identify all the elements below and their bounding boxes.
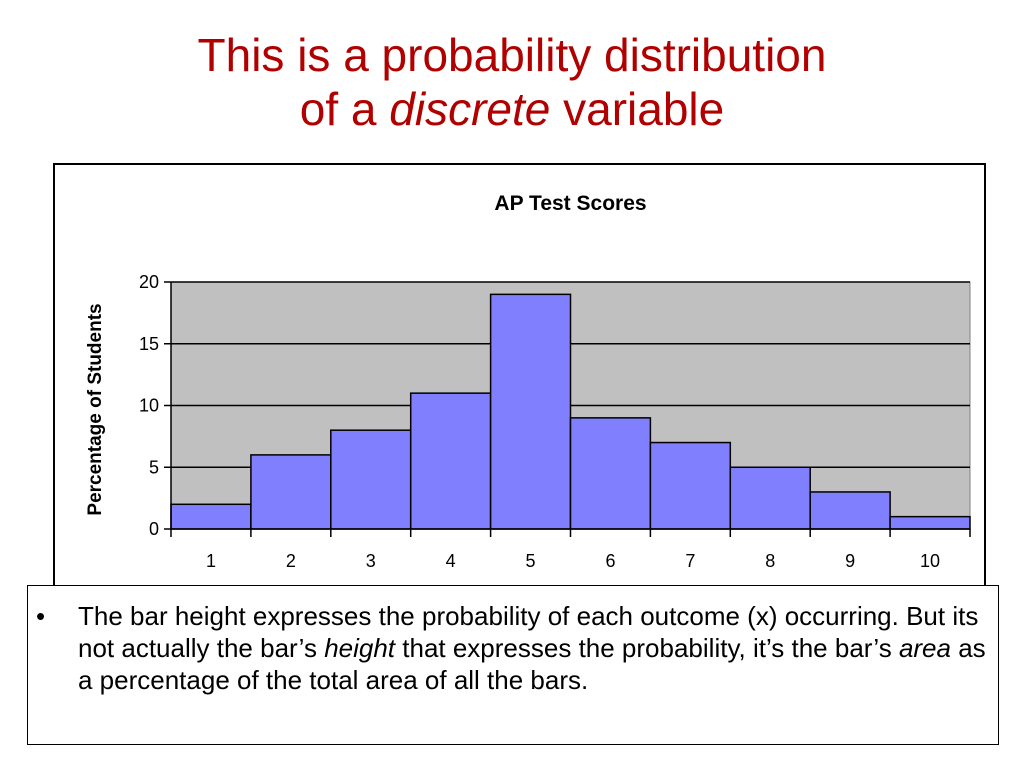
bullet-emphasis-height: height: [324, 633, 396, 663]
slide-title: This is a probability distribution of a …: [0, 28, 1024, 136]
bar: [809, 491, 891, 530]
bar: [649, 441, 732, 530]
title-line2-emphasis: discrete: [389, 83, 551, 135]
x-tick-label: 6: [605, 551, 615, 571]
bullet-part1: The bar height expresses the probability…: [78, 601, 979, 663]
title-line2-pre: of a: [299, 83, 390, 135]
y-tick-label: 10: [139, 396, 159, 416]
y-tick-label: 0: [149, 519, 159, 539]
bullet-emphasis-area: area: [898, 633, 951, 663]
bar: [729, 466, 811, 530]
x-tick-label: 7: [685, 551, 695, 571]
bar: [250, 454, 332, 530]
bar: [170, 503, 252, 530]
bar: [889, 515, 971, 530]
x-tick-label: 8: [765, 551, 775, 571]
slide-title-line1: This is a probability distribution: [197, 29, 827, 81]
x-tick-label: 9: [845, 551, 855, 571]
x-tick-label: 3: [366, 551, 376, 571]
slide-title-line2: of a discrete variable: [0, 82, 1024, 136]
bar-chart: AP Test Scores 0 5 10 15 20 1 2 3 4 5 6 7 8 9 10 Percent…: [85, 192, 971, 571]
y-axis-label: Percentage of Students: [85, 303, 106, 515]
bullet-text: The bar height expresses the probability…: [78, 600, 993, 696]
y-tick-label: 5: [149, 457, 159, 477]
bullet-part2: that expresses the probability, it’s the…: [395, 633, 899, 663]
x-tick-label: 2: [286, 551, 296, 571]
bullet-box: • The bar height expresses the probabili…: [27, 585, 999, 745]
title-line2-post: variable: [550, 83, 725, 135]
bar: [330, 429, 412, 530]
x-tick-label: 1: [206, 551, 216, 571]
chart-frame: AP Test Scores 0 5 10 15 20 1 2 3 4 5 6 7 8 9 10 Percent…: [53, 163, 986, 587]
bullet-part3: as a percentage of the total area of all…: [78, 633, 986, 695]
bar: [409, 392, 492, 530]
y-tick-label: 15: [139, 334, 159, 354]
x-tick-label: 4: [446, 551, 456, 571]
bar: [569, 417, 652, 530]
bullet-marker: •: [36, 601, 46, 631]
chart-title: AP Test Scores: [494, 192, 646, 215]
x-tick-label: 5: [526, 551, 536, 571]
bar: [489, 293, 572, 530]
y-tick-label: 20: [139, 272, 159, 292]
x-tick-label: 10: [920, 551, 940, 571]
